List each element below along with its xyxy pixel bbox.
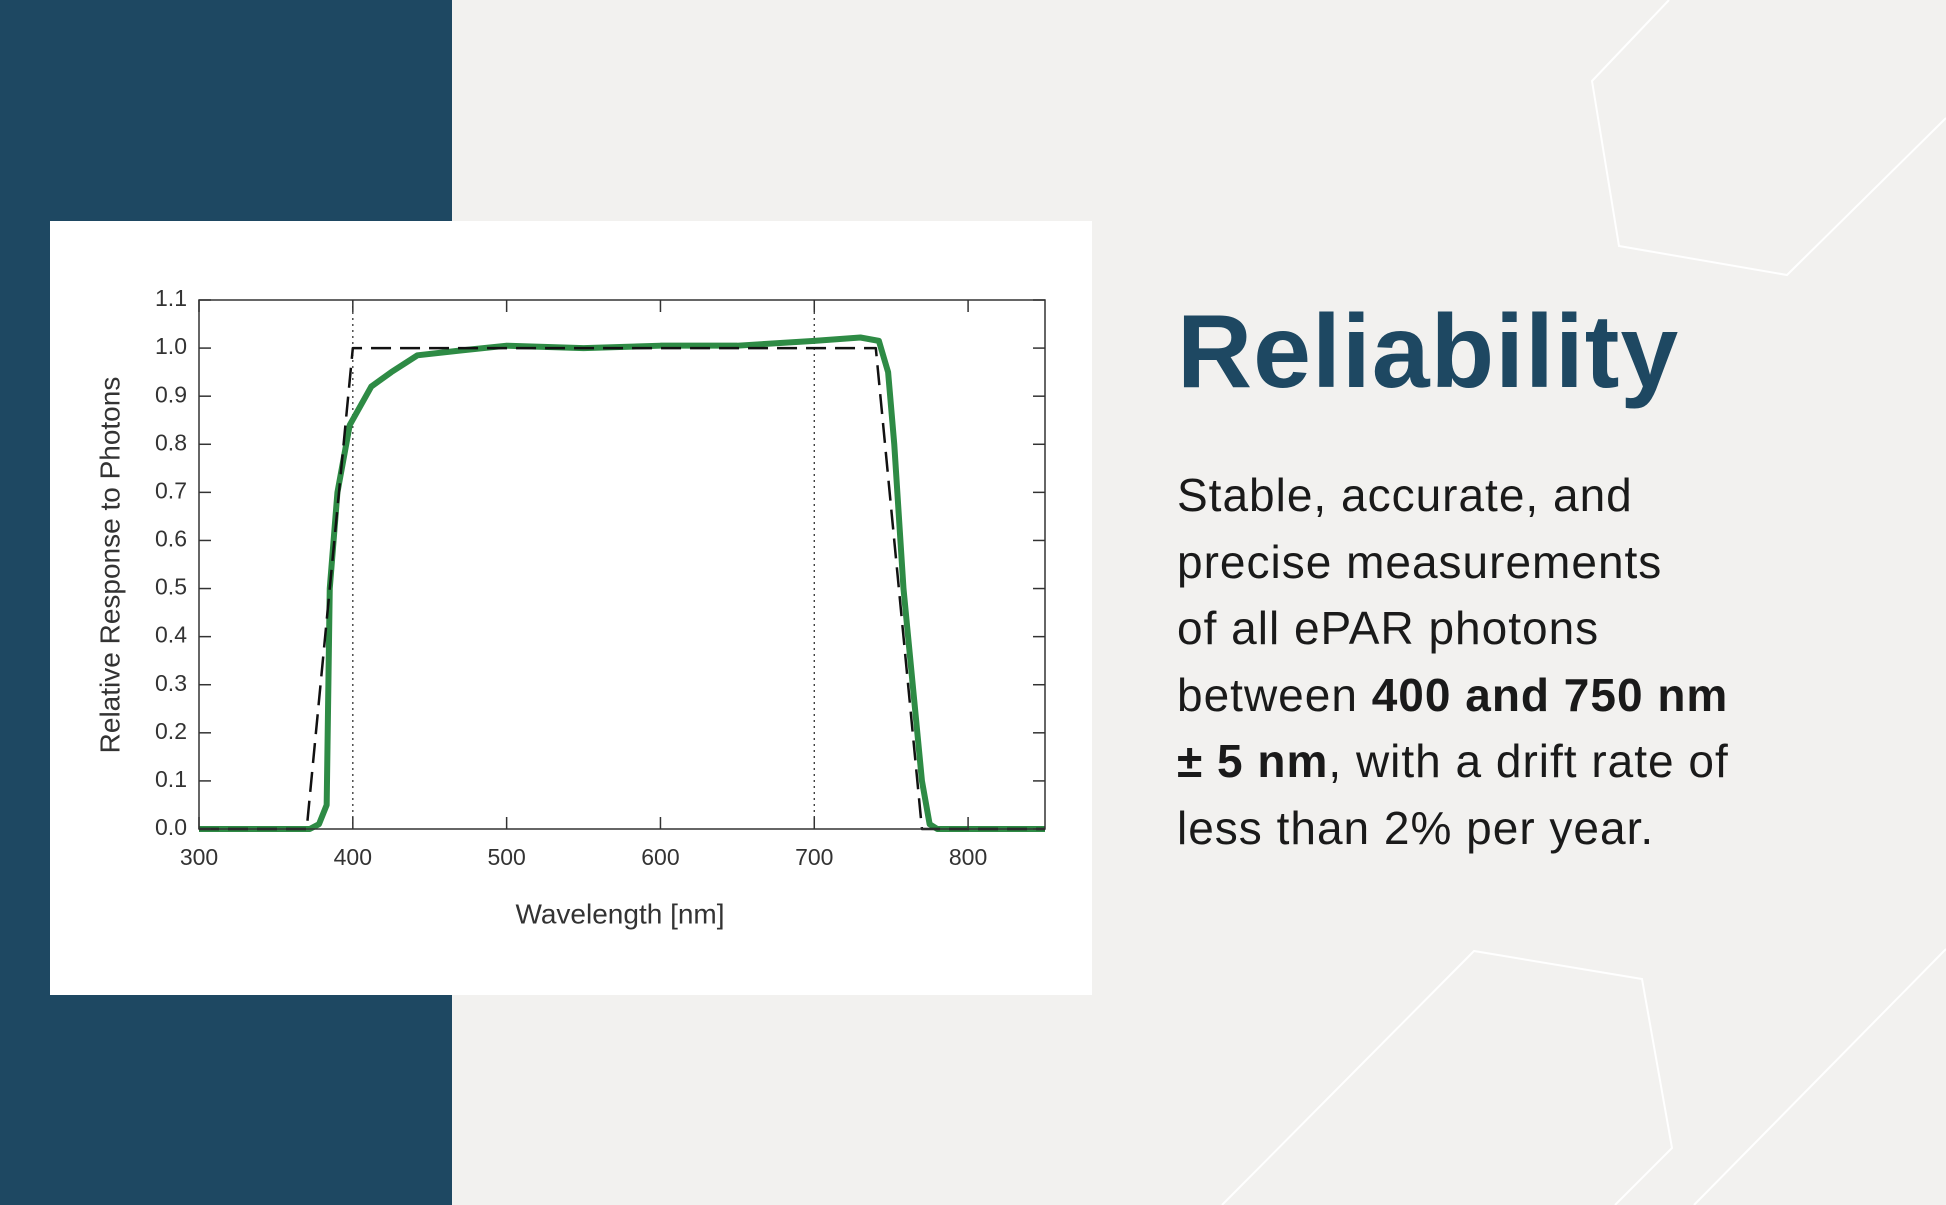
y-tick-label: 0.8 [155, 429, 187, 455]
y-tick-label: 0.0 [155, 814, 187, 840]
y-tick-label: 0.2 [155, 718, 187, 744]
x-tick-label: 600 [641, 844, 679, 870]
text: between [1177, 668, 1372, 721]
y-tick-label: 0.1 [155, 766, 187, 792]
text-line: ± 5 nm, with a drift rate of [1177, 728, 1729, 795]
x-tick-label: 300 [180, 844, 218, 870]
y-tick-label: 0.4 [155, 622, 187, 648]
x-tick-label: 400 [334, 844, 372, 870]
text-line: less than 2% per year. [1177, 795, 1729, 862]
bold-text: 400 and 750 nm [1371, 668, 1729, 721]
text: less than 2% per year. [1177, 801, 1655, 854]
data-line [199, 334, 1045, 832]
y-tick-label: 1.1 [155, 285, 187, 311]
text: , with a drift rate of [1328, 735, 1729, 788]
x-axis-label: Wavelength [nm] [515, 898, 724, 929]
x-tick-label: 800 [949, 844, 987, 870]
y-tick-label: 0.7 [155, 477, 187, 503]
text: Stable, accurate, and [1177, 469, 1633, 521]
x-tick-label: 700 [795, 844, 833, 870]
text: of all ePAR photons [1177, 602, 1600, 655]
text-line: of all ePAR photons [1177, 595, 1729, 662]
plot-frame [198, 299, 1046, 830]
decor-line [1693, 948, 1946, 1205]
decor-line [1221, 949, 1674, 1205]
y-tick-label: 0.6 [155, 526, 187, 552]
text-line: Stable, accurate, and [1177, 462, 1729, 529]
x-tick-label: 500 [487, 844, 525, 870]
decor-line [1590, 0, 1946, 277]
y-tick-label: 0.3 [155, 670, 187, 696]
text-line: precise measurements [1177, 529, 1729, 596]
y-tick-label: 1.0 [155, 333, 187, 359]
text: precise measurements [1177, 535, 1663, 588]
description: Stable, accurate, and precise measurement… [1177, 462, 1729, 862]
heading: Reliability [1177, 294, 1680, 410]
bold-text: ± 5 nm [1177, 735, 1329, 788]
y-tick-label: 0.5 [155, 574, 187, 600]
y-axis-label: Relative Response to Photons [94, 377, 125, 754]
text-line: between 400 and 750 nm [1177, 662, 1729, 729]
chart-card: Wavelength [nm] Relative Response to Pho… [50, 221, 1092, 995]
y-tick-label: 0.9 [155, 381, 187, 407]
chart: Wavelength [nm] Relative Response to Pho… [94, 285, 1046, 929]
